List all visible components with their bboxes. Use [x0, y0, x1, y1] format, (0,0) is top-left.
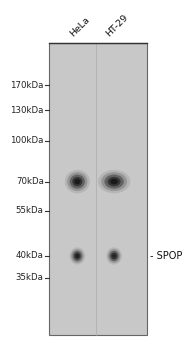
Ellipse shape — [72, 177, 82, 186]
Text: 100kDa: 100kDa — [10, 136, 44, 145]
Text: 40kDa: 40kDa — [16, 251, 44, 260]
Ellipse shape — [98, 170, 130, 193]
Ellipse shape — [71, 249, 84, 263]
Ellipse shape — [74, 253, 80, 259]
Ellipse shape — [110, 251, 119, 261]
Ellipse shape — [75, 254, 79, 258]
Ellipse shape — [108, 249, 120, 263]
Ellipse shape — [101, 172, 127, 191]
Text: 130kDa: 130kDa — [10, 106, 44, 115]
Ellipse shape — [112, 254, 116, 258]
Text: HeLa: HeLa — [68, 15, 91, 39]
Ellipse shape — [74, 179, 80, 184]
Ellipse shape — [111, 253, 117, 259]
Text: - SPOP: - SPOP — [150, 251, 182, 261]
Text: HT-29: HT-29 — [105, 13, 130, 39]
Ellipse shape — [108, 177, 121, 186]
Ellipse shape — [106, 247, 122, 265]
Text: 70kDa: 70kDa — [16, 177, 44, 186]
Text: 170kDa: 170kDa — [10, 81, 44, 90]
Bar — [49, 43, 147, 335]
Ellipse shape — [65, 170, 90, 193]
Ellipse shape — [70, 247, 85, 265]
Ellipse shape — [73, 251, 82, 261]
Ellipse shape — [104, 175, 124, 189]
Text: 55kDa: 55kDa — [16, 206, 44, 215]
Ellipse shape — [70, 175, 85, 189]
Ellipse shape — [67, 172, 87, 191]
Ellipse shape — [110, 179, 118, 184]
Text: 35kDa: 35kDa — [16, 273, 44, 282]
